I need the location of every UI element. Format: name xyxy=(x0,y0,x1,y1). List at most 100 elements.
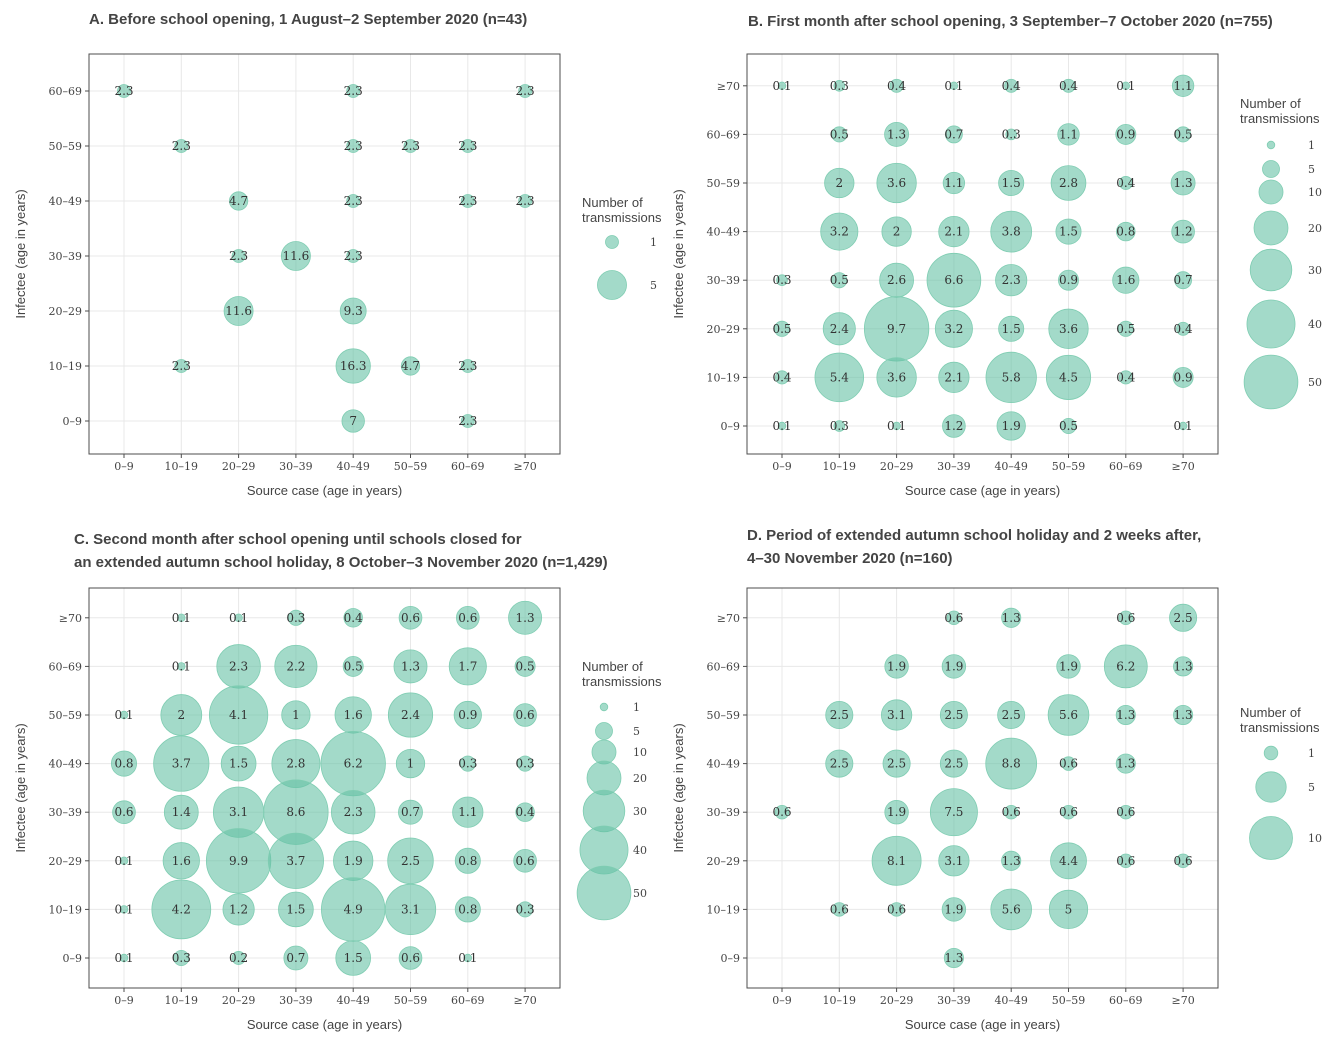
legend-label: 30 xyxy=(1308,264,1322,277)
y-axis-title: Infectee (age in years) xyxy=(671,189,686,318)
bubble-label: 2.3 xyxy=(344,194,363,208)
y-tick-label: 10–19 xyxy=(49,360,83,373)
legend-label: 10 xyxy=(633,746,647,759)
panel-b: 0.1 0.3 0.4 0.1 0.4 0.4 0.1 1.1 0.5 1.3 0.7 0.3 1.1 0… xyxy=(671,53,1322,498)
bubble-label: 0.6 xyxy=(1174,854,1193,868)
bubble xyxy=(831,272,848,289)
bubble-label: 1.5 xyxy=(1002,322,1021,336)
bubble-label: 4.7 xyxy=(229,194,248,208)
bubble-label: 0.1 xyxy=(114,902,133,916)
bubble-label: 0.4 xyxy=(1174,322,1193,336)
bubble xyxy=(1061,756,1076,771)
bubble xyxy=(274,644,318,688)
bubble-label: 3.1 xyxy=(887,708,906,722)
bubble xyxy=(1103,644,1148,689)
bubble-label: 0.1 xyxy=(114,708,133,722)
x-tick-label: ≥70 xyxy=(513,994,536,1007)
x-tick-label: 0–9 xyxy=(772,994,792,1007)
bubble-label: 9.3 xyxy=(344,304,363,318)
y-tick-label: 40–49 xyxy=(707,758,741,771)
bubble-label: 2.1 xyxy=(944,225,963,239)
legend-title: Number of xyxy=(1240,96,1301,111)
bubble xyxy=(267,832,324,889)
bubble xyxy=(163,794,199,830)
bubble xyxy=(1115,123,1137,145)
x-tick-label: 0–9 xyxy=(114,994,134,1007)
bubble xyxy=(1118,853,1134,869)
y-tick-label: 10–19 xyxy=(707,903,741,916)
bubble-label: 2.3 xyxy=(458,359,477,373)
legend-title: Number of xyxy=(582,195,643,210)
bubble xyxy=(515,802,535,822)
bubble-label: 4.1 xyxy=(229,708,248,722)
bubble-label: 1.9 xyxy=(944,659,963,673)
legend-label: 1 xyxy=(633,701,640,714)
bubble-label: 0.8 xyxy=(458,854,477,868)
bubble-label: 0.9 xyxy=(1174,370,1193,384)
bubble-label: 2.3 xyxy=(114,84,133,98)
bubble-label: 0.6 xyxy=(401,611,420,625)
bubble-label: 1.5 xyxy=(344,951,363,965)
y-tick-label: 40–49 xyxy=(707,226,741,239)
bubble xyxy=(517,901,534,918)
x-tick-label: 30–39 xyxy=(937,460,971,473)
bubble-label: 8.6 xyxy=(286,805,305,819)
panel-a: 2.3 2.3 2.3 2.3 2.3 2.3 2.3 4.7 2.3 2.3 2.3 2.3 11.6… xyxy=(13,53,662,498)
bubble xyxy=(1169,603,1198,632)
legend-title: transmissions xyxy=(1240,720,1320,735)
bubble xyxy=(112,800,136,824)
legend-key xyxy=(1266,140,1276,150)
bubble xyxy=(938,845,970,877)
legend-key xyxy=(1263,745,1279,761)
bubble-label: 1.9 xyxy=(1059,659,1078,673)
bubble xyxy=(1058,269,1079,291)
bubble xyxy=(231,951,246,965)
legend-label: 5 xyxy=(1308,163,1315,176)
legend-label: 50 xyxy=(1308,376,1322,389)
bubble-label: 8.8 xyxy=(1002,757,1021,771)
bubble-label: 0.9 xyxy=(1059,273,1078,287)
x-tick-label: 60–69 xyxy=(1109,994,1143,1007)
y-tick-label: 60–69 xyxy=(707,128,741,141)
bubble xyxy=(517,755,534,772)
bubble-label: 2.4 xyxy=(830,322,849,336)
bubble xyxy=(1005,128,1017,141)
bubble-label: 0.3 xyxy=(830,79,849,93)
legend-label: 1 xyxy=(650,236,657,249)
x-tick-label: 0–9 xyxy=(114,460,134,473)
bubble-label: 11.6 xyxy=(283,249,310,263)
bubble-label: 2.3 xyxy=(516,84,535,98)
bubble xyxy=(929,788,978,837)
bubble-label: 2.3 xyxy=(344,249,363,263)
legend-key xyxy=(1262,160,1280,178)
bubble-label: 0.7 xyxy=(944,127,963,141)
bubble xyxy=(1171,219,1195,244)
bubble xyxy=(1172,366,1194,388)
bubble xyxy=(871,835,922,886)
bubble-label: 0.6 xyxy=(772,805,791,819)
bubble-label: 2.3 xyxy=(344,84,363,98)
bubble xyxy=(454,847,481,874)
bubble-label: 2.5 xyxy=(944,708,963,722)
bubble xyxy=(343,608,363,628)
bubble xyxy=(177,613,186,622)
bubble-label: 3.1 xyxy=(229,805,248,819)
bubble xyxy=(876,162,917,204)
x-tick-label: 10–19 xyxy=(165,460,199,473)
bubble xyxy=(111,750,138,777)
bubble xyxy=(459,755,476,772)
x-tick-label: 60–69 xyxy=(1109,460,1143,473)
bubble xyxy=(985,737,1038,790)
panel-a-title: A. Before school opening, 1 August–2 Sep… xyxy=(89,11,528,28)
legend-label: 10 xyxy=(1308,832,1322,845)
legend-key xyxy=(605,235,619,249)
bubble xyxy=(926,252,982,308)
bubble-label: 1.5 xyxy=(1059,225,1078,239)
bubble xyxy=(518,194,532,208)
bubble xyxy=(287,609,304,626)
legend-label: 10 xyxy=(1308,186,1322,199)
bubble-label: 2.3 xyxy=(516,194,535,208)
bubble-label: 1.3 xyxy=(1002,854,1021,868)
bubble xyxy=(941,654,967,679)
